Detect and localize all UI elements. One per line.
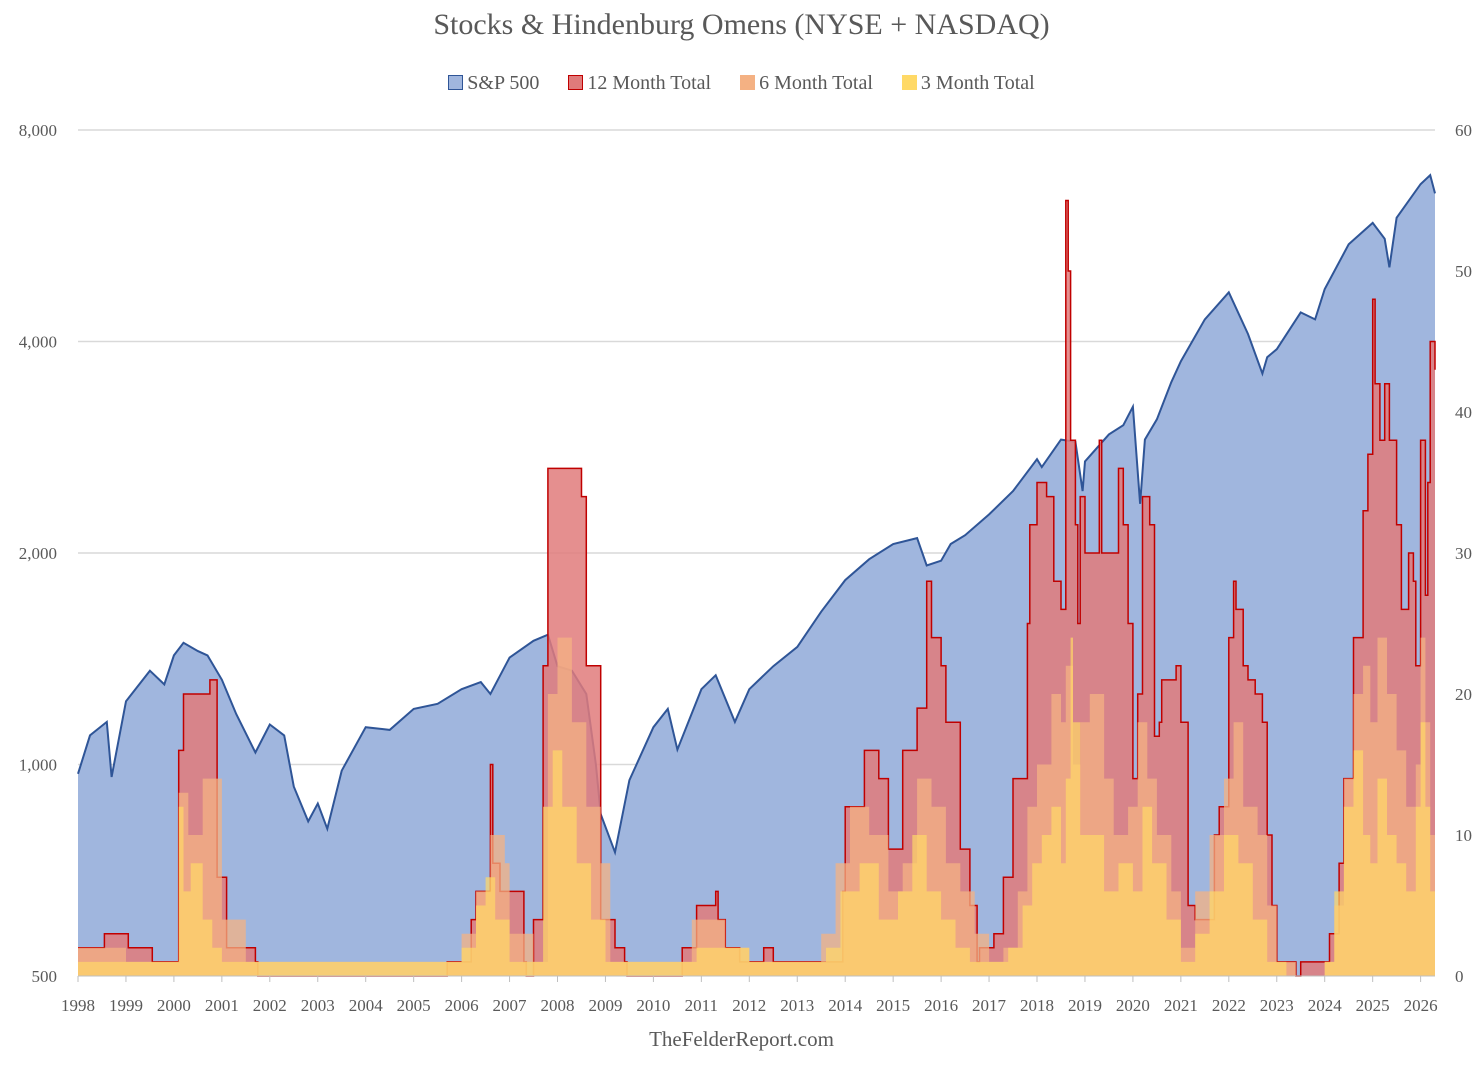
right-axis-tick-label: 10 — [1455, 826, 1472, 845]
left-axis-tick-label: 2,000 — [19, 544, 57, 563]
legend: S&P 500 12 Month Total 6 Month Total 3 M… — [0, 72, 1483, 95]
legend-swatch-6-month — [740, 75, 756, 90]
legend-swatch-3-month — [901, 75, 917, 90]
x-axis-tick-label: 2001 — [205, 996, 239, 1015]
x-axis-tick-label: 2002 — [253, 996, 287, 1015]
x-axis-tick-label: 2008 — [541, 996, 575, 1015]
x-axis-tick-label: 2026 — [1404, 996, 1438, 1015]
x-axis-tick-label: 2018 — [1020, 996, 1054, 1015]
legend-label-12-month: 12 Month Total — [587, 72, 712, 94]
x-axis-tick-label: 2003 — [301, 996, 335, 1015]
right-axis-tick-label: 50 — [1455, 262, 1472, 281]
left-axis-tick-label: 4,000 — [19, 333, 57, 352]
legend-swatch-12-month — [568, 75, 584, 90]
right-axis-tick-label: 30 — [1455, 544, 1472, 563]
x-axis-tick-label: 2016 — [924, 996, 958, 1015]
x-axis-tick-label: 2024 — [1308, 996, 1343, 1015]
x-axis-tick-label: 2019 — [1068, 996, 1102, 1015]
x-axis-tick-label: 2012 — [732, 996, 766, 1015]
right-axis-tick-label: 60 — [1455, 121, 1472, 140]
three-month-area — [78, 637, 1435, 976]
legend-item-6-month: 6 Month Total — [740, 72, 873, 95]
sp500-line — [77, 173, 1436, 856]
x-axis-tick-label: 2023 — [1260, 996, 1294, 1015]
right-axis-tick-label: 0 — [1455, 967, 1464, 986]
x-axis-tick-label: 2025 — [1356, 996, 1390, 1015]
legend-label-sp500: S&P 500 — [467, 72, 540, 94]
legend-item-12-month: 12 Month Total — [568, 72, 711, 95]
twelve-month-line — [78, 199, 1436, 977]
x-axis-tick-label: 2020 — [1116, 996, 1150, 1015]
x-axis-tick-label: 1998 — [61, 996, 95, 1015]
x-axis-tick-label: 2000 — [157, 996, 191, 1015]
x-axis-tick-label: 2014 — [828, 996, 863, 1015]
right-axis-tick-label: 40 — [1455, 403, 1472, 422]
x-axis-tick-label: 1999 — [109, 996, 143, 1015]
chart-title: Stocks & Hindenburg Omens (NYSE + NASDAQ… — [433, 8, 1050, 41]
x-axis-tick-label: 2015 — [876, 996, 910, 1015]
legend-item-sp500: S&P 500 — [448, 72, 539, 95]
legend-label-6-month: 6 Month Total — [759, 72, 873, 94]
x-axis-tick-label: 2004 — [349, 996, 384, 1015]
x-axis-tick-label: 2011 — [685, 996, 718, 1015]
x-axis-tick-label: 2017 — [972, 996, 1007, 1015]
right-axis-tick-label: 20 — [1455, 685, 1472, 704]
x-axis-tick-label: 2007 — [493, 996, 528, 1015]
left-axis-tick-label: 8,000 — [19, 121, 57, 140]
x-axis-tick-label: 2006 — [445, 996, 479, 1015]
x-axis-tick-label: 2013 — [780, 996, 814, 1015]
x-axis-tick-label: 2005 — [397, 996, 431, 1015]
legend-item-3-month: 3 Month Total — [901, 72, 1035, 95]
legend-label-3-month: 3 Month Total — [920, 72, 1035, 94]
left-axis-tick-label: 1,000 — [19, 756, 57, 775]
x-axis-tick-label: 2022 — [1212, 996, 1246, 1015]
legend-swatch-sp500 — [448, 75, 464, 90]
footer-credit: TheFelderReport.com — [649, 1027, 834, 1051]
x-axis-tick-label: 2009 — [588, 996, 622, 1015]
x-axis-tick-label: 2021 — [1164, 996, 1198, 1015]
x-axis-tick-label: 2010 — [636, 996, 670, 1015]
left-axis-tick-label: 500 — [32, 967, 58, 986]
